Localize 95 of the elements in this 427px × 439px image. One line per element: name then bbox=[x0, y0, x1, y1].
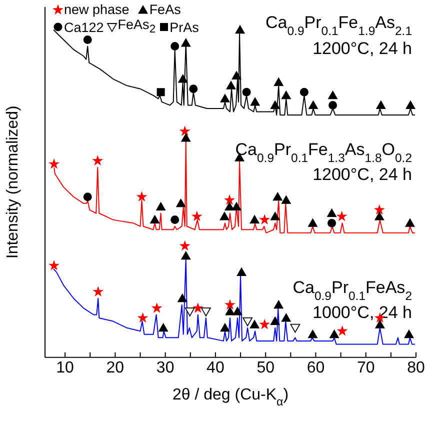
point bbox=[170, 216, 180, 224]
x-tick-label: 70 bbox=[356, 360, 375, 377]
point bbox=[328, 90, 338, 100]
y-axis-title: Intensity (normalized) bbox=[4, 106, 22, 259]
point bbox=[224, 194, 235, 205]
point bbox=[158, 322, 168, 332]
point bbox=[180, 132, 191, 142]
point bbox=[224, 202, 234, 210]
point bbox=[180, 250, 191, 260]
x-tick-label: 40 bbox=[206, 360, 224, 377]
point bbox=[242, 317, 252, 326]
point bbox=[308, 329, 318, 338]
point bbox=[328, 100, 338, 110]
point bbox=[179, 126, 190, 136]
point bbox=[374, 320, 385, 328]
point bbox=[232, 70, 242, 80]
point bbox=[235, 24, 246, 34]
point bbox=[404, 218, 415, 227]
point bbox=[300, 88, 308, 96]
point bbox=[92, 155, 104, 166]
point bbox=[250, 320, 260, 328]
point bbox=[220, 322, 230, 332]
x-axis-title: 2θ / deg (Cu-K$_{α}$) bbox=[172, 386, 289, 408]
point bbox=[336, 210, 348, 222]
point bbox=[156, 88, 165, 96]
point bbox=[405, 100, 416, 109]
legend-label: Ca122 bbox=[64, 20, 104, 35]
legend-label: FeAs bbox=[149, 2, 181, 17]
point bbox=[274, 77, 284, 86]
point bbox=[220, 94, 230, 102]
point bbox=[270, 100, 280, 109]
point bbox=[259, 214, 270, 224]
point bbox=[329, 329, 340, 338]
point bbox=[137, 312, 148, 323]
point bbox=[242, 88, 251, 96]
annotation: Ca$_{0.9}$Pr$_{0.1}$FeAs$_{2}$ bbox=[292, 278, 412, 303]
point bbox=[232, 202, 242, 210]
point bbox=[308, 218, 318, 227]
point bbox=[336, 325, 348, 336]
point bbox=[156, 202, 166, 210]
point bbox=[219, 212, 230, 220]
point bbox=[374, 212, 384, 220]
point bbox=[192, 302, 204, 313]
point bbox=[374, 204, 385, 215]
point bbox=[250, 214, 260, 224]
point bbox=[326, 208, 337, 218]
x-tick-label: 60 bbox=[306, 360, 325, 377]
point bbox=[376, 100, 386, 109]
point bbox=[150, 214, 160, 224]
point bbox=[250, 96, 260, 106]
point bbox=[83, 192, 92, 202]
point bbox=[151, 302, 162, 313]
point bbox=[179, 240, 190, 251]
legend-label: FeAs$_{2}$ bbox=[118, 17, 156, 38]
annotation: 1200°C, 24 h bbox=[312, 165, 412, 184]
point bbox=[178, 74, 188, 83]
point bbox=[274, 300, 284, 309]
annotation: 1200°C, 24 h bbox=[312, 39, 412, 58]
x-tick-label: 10 bbox=[56, 360, 74, 377]
point bbox=[177, 293, 188, 302]
x-tick-label: 50 bbox=[256, 360, 275, 377]
annotation: Ca$_{0.9}$Pr$_{0.1}$Fe$_{1.9}$As$_{2.1}$ bbox=[266, 13, 412, 38]
point bbox=[259, 318, 270, 330]
point bbox=[191, 210, 202, 222]
point bbox=[48, 260, 60, 270]
point bbox=[236, 267, 247, 276]
point bbox=[290, 324, 300, 333]
point bbox=[184, 308, 195, 316]
text: Ca$_{0.9}$Pr$_{0.1}$Fe$_{1.3}$As$_{1.8}$O$_{0.2}$ bbox=[235, 140, 412, 165]
point bbox=[281, 313, 292, 322]
point bbox=[170, 42, 180, 51]
point bbox=[200, 308, 211, 316]
point bbox=[189, 84, 198, 94]
point bbox=[270, 316, 280, 326]
x-tick-label: 20 bbox=[106, 360, 124, 377]
legend-label: PrAs bbox=[170, 20, 199, 35]
point bbox=[176, 198, 186, 208]
point bbox=[308, 100, 318, 109]
point bbox=[136, 191, 148, 202]
point bbox=[328, 218, 336, 228]
x-tick-label: 80 bbox=[407, 360, 425, 377]
point bbox=[226, 80, 236, 90]
point bbox=[232, 306, 243, 316]
point bbox=[270, 212, 280, 220]
point bbox=[281, 195, 292, 204]
point bbox=[83, 35, 92, 44]
point bbox=[180, 38, 191, 47]
legend-label: new phase bbox=[64, 2, 130, 17]
point bbox=[224, 299, 236, 310]
point bbox=[272, 192, 283, 201]
x-tick-label: 30 bbox=[156, 360, 174, 377]
point bbox=[48, 158, 60, 169]
point bbox=[92, 286, 104, 296]
point bbox=[404, 329, 414, 338]
point bbox=[281, 90, 292, 100]
